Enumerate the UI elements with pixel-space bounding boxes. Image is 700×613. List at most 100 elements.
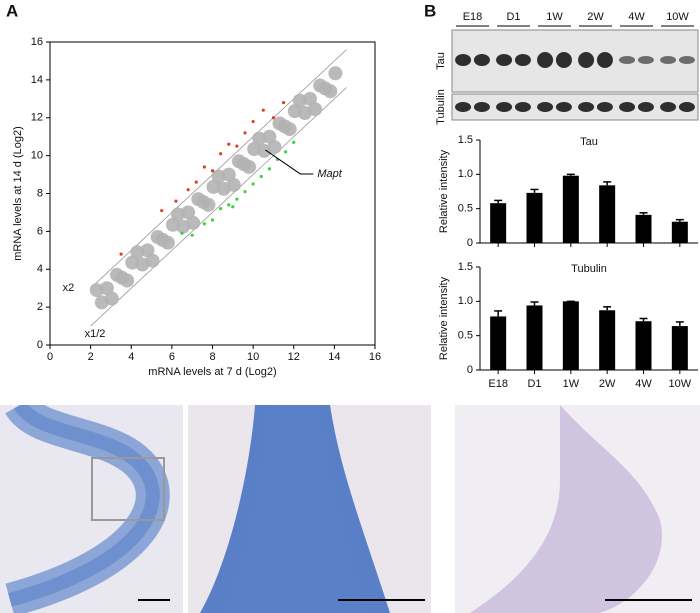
point: [221, 167, 236, 182]
point: [120, 273, 135, 288]
y-tick-label: 1.5: [458, 261, 473, 273]
point: [261, 108, 265, 112]
micrograph: [455, 405, 700, 613]
blot-band: [637, 56, 654, 64]
reference-label: x1/2: [85, 328, 106, 340]
point: [235, 144, 239, 148]
y-axis-label: mRNA levels at 14 d (Log2): [12, 126, 24, 261]
blot-band: [496, 54, 513, 66]
blot-band: [473, 102, 490, 112]
point: [259, 174, 263, 179]
point: [219, 207, 223, 211]
blot-band: [596, 52, 613, 68]
y-tick-label: 14: [31, 74, 43, 86]
micrograph: [188, 405, 431, 613]
blot-band: [496, 102, 513, 112]
y-tick-label: 0.5: [458, 203, 473, 215]
point: [174, 199, 178, 203]
blot-band: [660, 56, 677, 64]
point: [145, 253, 160, 268]
blot-band: [555, 102, 572, 112]
y-axis-label: Relative intensity: [438, 276, 450, 360]
point: [267, 140, 282, 155]
point: [231, 205, 235, 209]
blot-band: [619, 102, 636, 112]
point: [140, 243, 155, 258]
x-tick-label: 6: [169, 351, 175, 363]
x-tick-label: D1: [527, 378, 541, 390]
chart-title: Tubulin: [571, 263, 607, 275]
x-tick-label: 16: [369, 351, 381, 363]
y-tick-label: 16: [31, 36, 43, 48]
blot-band: [596, 102, 613, 112]
point: [160, 208, 164, 213]
y-tick-label: 0: [467, 237, 473, 249]
bar: [562, 175, 579, 243]
blot-band: [537, 52, 554, 68]
point: [99, 281, 114, 296]
x-axis-label: mRNA levels at 7 d (Log2): [148, 366, 276, 378]
blot-band: [455, 102, 472, 112]
blot-band: [578, 102, 595, 112]
blot-band: [578, 52, 595, 68]
blot-band: [514, 102, 531, 112]
point: [282, 122, 297, 137]
point: [181, 205, 196, 220]
y-tick-label: 0: [37, 339, 43, 351]
point: [284, 150, 288, 154]
bar: [526, 305, 543, 370]
point: [251, 182, 255, 186]
blot-band: [473, 54, 490, 66]
x-tick-label: 4W: [635, 378, 652, 390]
y-tick-label: 4: [37, 263, 43, 275]
annotation-pointer: [265, 149, 314, 175]
blot-label: Tau: [435, 52, 447, 70]
y-tick-label: 0: [467, 364, 473, 376]
blot-label: Tubulin: [435, 89, 447, 125]
y-tick-label: 8: [37, 187, 43, 199]
point: [262, 129, 277, 144]
bar: [490, 316, 507, 370]
x-tick-label: 4: [128, 351, 134, 363]
point: [242, 159, 257, 174]
lane-label: 1W: [546, 11, 563, 23]
blot-band: [637, 102, 654, 112]
point: [235, 197, 239, 201]
x-tick-label: 1W: [563, 378, 580, 390]
point: [308, 102, 323, 117]
y-tick-label: 1.0: [458, 295, 473, 307]
point: [190, 233, 194, 237]
point: [292, 140, 296, 144]
blot-band: [555, 52, 572, 68]
bar: [671, 221, 688, 243]
lane-label: 2W: [587, 11, 604, 23]
point: [119, 252, 123, 256]
bar: [526, 192, 543, 243]
x-tick-label: 2: [88, 351, 94, 363]
point: [271, 116, 276, 120]
blot-band: [514, 54, 531, 66]
reference-line: [90, 87, 347, 327]
micrograph: [0, 405, 183, 613]
reference-label: x2: [63, 282, 75, 294]
y-tick-label: 10: [31, 150, 43, 162]
point: [160, 235, 175, 250]
bar: [599, 185, 616, 243]
point: [323, 84, 338, 99]
annotation: Mapt: [317, 168, 342, 180]
blot-band: [455, 54, 472, 66]
y-tick-label: 12: [31, 112, 43, 124]
point: [328, 66, 343, 81]
blot-band: [678, 56, 695, 64]
x-tick-label: 10: [247, 351, 259, 363]
lane-label: E18: [463, 11, 483, 23]
chart-title: Tau: [580, 136, 598, 148]
point: [180, 231, 184, 235]
x-tick-label: 14: [328, 351, 340, 363]
x-tick-label: 0: [47, 351, 53, 363]
y-tick-label: 6: [37, 225, 43, 237]
bar: [671, 326, 688, 370]
x-tick-label: 12: [288, 351, 300, 363]
point: [194, 180, 198, 184]
bar: [635, 321, 652, 370]
